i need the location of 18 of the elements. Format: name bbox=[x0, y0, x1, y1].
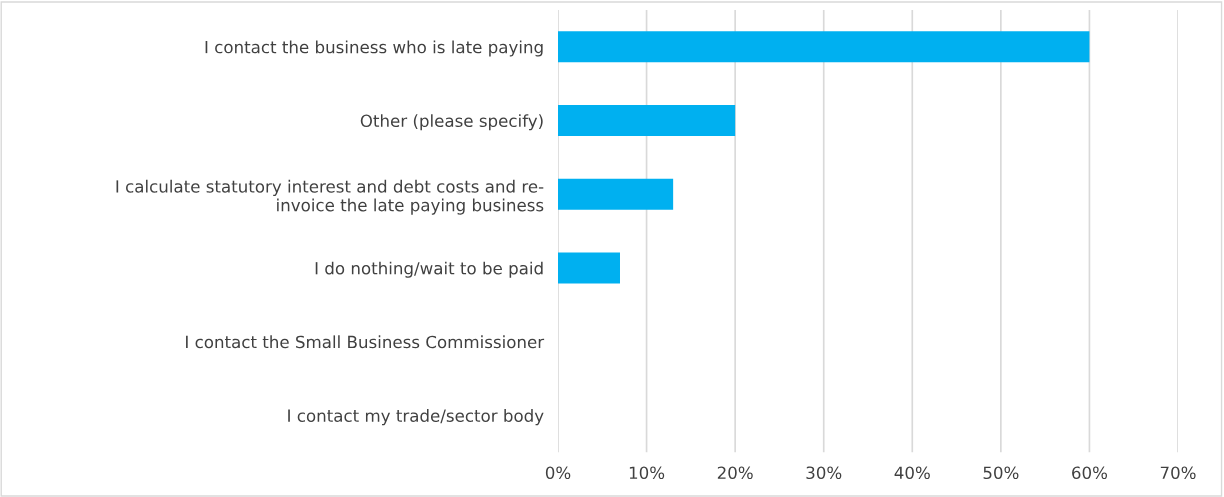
y-tick-label: I calculate statutory interest and debt costs and re- invoice the late paying business bbox=[116, 179, 544, 215]
x-tick-label: 50% bbox=[983, 466, 1019, 480]
x-tick-label: 60% bbox=[1072, 466, 1108, 480]
x-tick-label: 30% bbox=[806, 466, 842, 480]
x-tick-label: 70% bbox=[1160, 466, 1196, 480]
bar bbox=[558, 31, 1090, 63]
x-tick-label: 0% bbox=[545, 466, 571, 480]
bar bbox=[558, 105, 736, 136]
y-tick-label: I contact my trade/sector body bbox=[288, 409, 544, 426]
y-tick-label: I contact the business who is late paying bbox=[205, 40, 543, 57]
y-tick-label: I do nothing/wait to be paid bbox=[315, 261, 543, 278]
x-tick-label: 20% bbox=[717, 466, 753, 480]
x-tick-label: 40% bbox=[894, 466, 930, 480]
bar bbox=[558, 178, 674, 210]
y-tick-label: Other (please specify) bbox=[360, 114, 543, 131]
bar bbox=[558, 252, 620, 284]
y-tick-label: I contact the Small Business Commissioner bbox=[186, 335, 545, 349]
x-tick-label: 10% bbox=[629, 466, 665, 480]
